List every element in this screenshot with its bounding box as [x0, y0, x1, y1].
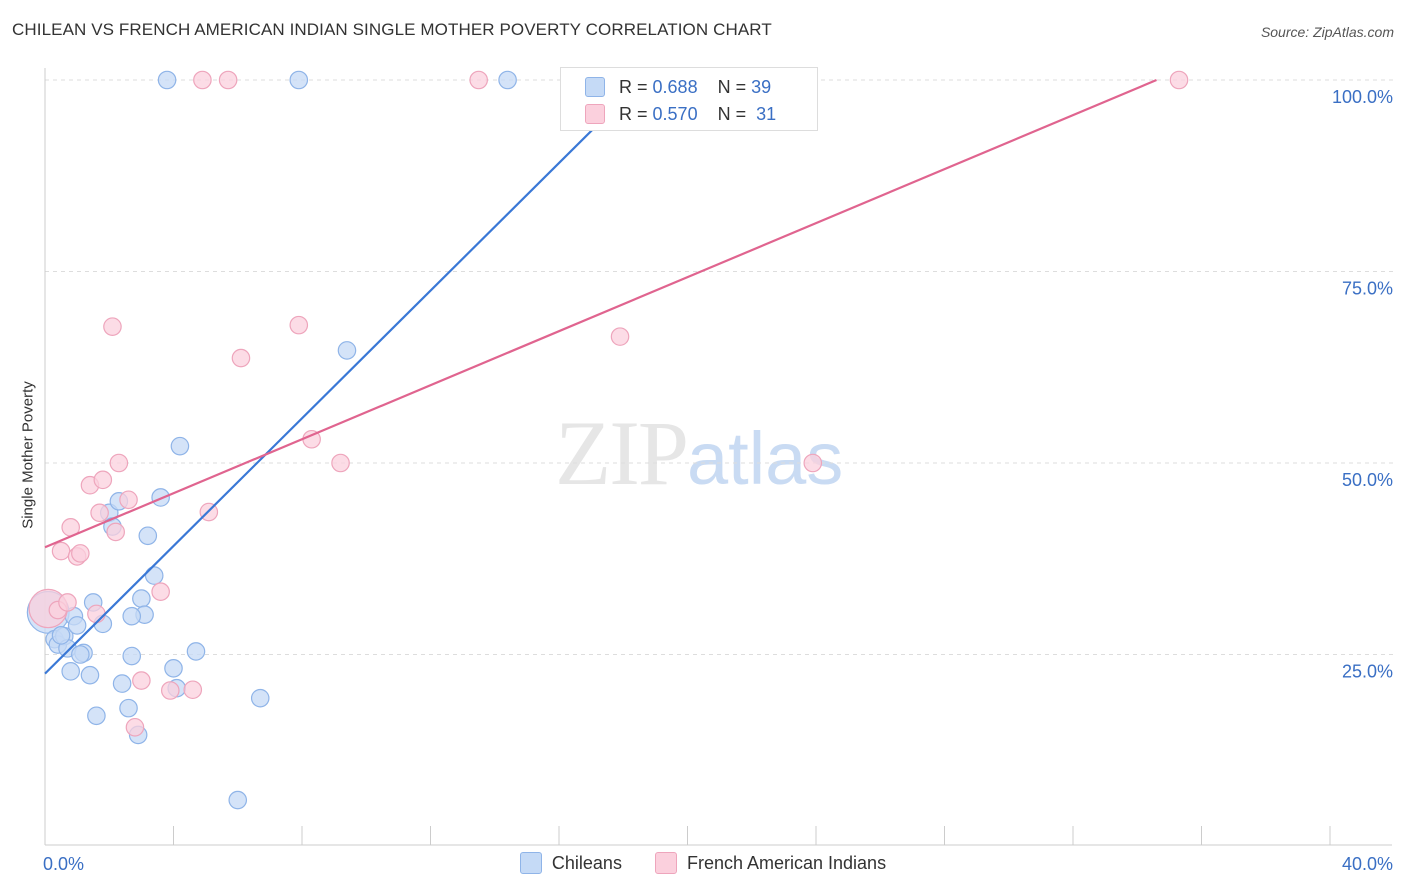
data-point — [289, 70, 309, 90]
data-point — [71, 544, 90, 563]
data-point — [90, 503, 109, 523]
data-point — [93, 470, 113, 490]
data-point — [125, 717, 145, 737]
data-point — [183, 680, 203, 700]
tick-labels: 25.0% 50.0% 75.0% 100.0% 0.0% 40.0% — [43, 87, 1393, 874]
data-point — [51, 626, 71, 645]
data-point — [160, 681, 180, 700]
data-points — [26, 70, 1189, 810]
data-point — [67, 616, 87, 635]
data-point — [132, 671, 151, 690]
x-tick-label: 40.0% — [1342, 854, 1393, 874]
grid-lines — [45, 79, 1395, 655]
data-point — [112, 674, 132, 693]
legend-item-french-american-indians[interactable]: French American Indians — [654, 852, 887, 874]
data-point — [337, 341, 357, 360]
axes — [44, 68, 1392, 846]
legend-swatch — [654, 852, 677, 874]
legend-row-french-american-indians: R = 0.570 N = 31 — [585, 101, 777, 127]
legend-label: Chileans — [551, 852, 622, 873]
data-point — [164, 658, 183, 678]
data-point — [289, 315, 309, 335]
legend-item-chileans[interactable]: Chileans — [519, 852, 622, 874]
data-point — [803, 453, 823, 473]
x-tick-label: 0.0% — [43, 854, 84, 874]
data-point — [1169, 70, 1189, 90]
r-label: R = — [619, 103, 648, 124]
r-label: R = — [619, 76, 648, 97]
data-point — [80, 665, 100, 685]
data-point — [144, 566, 164, 585]
data-point — [469, 70, 488, 90]
y-tick-label: 100.0% — [1332, 87, 1393, 107]
data-point — [610, 327, 630, 346]
r-value: 0.688 — [652, 76, 698, 97]
data-point — [71, 645, 90, 664]
data-point — [103, 317, 122, 336]
data-point — [87, 706, 106, 726]
legend-swatch-chileans — [585, 77, 605, 97]
data-point — [109, 453, 129, 473]
legend-swatch-french-american-indians — [585, 104, 605, 124]
chart-title: CHILEAN VS FRENCH AMERICAN INDIAN SINGLE… — [12, 20, 772, 39]
watermark-zip: ZIP — [555, 402, 689, 504]
trend-line — [44, 79, 644, 675]
data-point — [87, 604, 106, 624]
chart-source: Source: ZipAtlas.com — [1260, 24, 1394, 40]
y-tick-label: 25.0% — [1342, 662, 1393, 682]
data-point — [119, 490, 138, 510]
n-label: N = — [717, 103, 747, 124]
series-legend: Chileans French American Indians — [0, 852, 1406, 879]
r-value: 0.570 — [652, 103, 698, 124]
legend-row-chileans: R = 0.688 N = 39 — [585, 74, 772, 100]
data-point — [122, 646, 142, 666]
data-point — [58, 593, 77, 612]
data-point — [231, 348, 251, 368]
data-point — [170, 436, 190, 456]
n-label: N = — [717, 76, 747, 97]
data-point — [122, 606, 142, 626]
data-point — [193, 70, 212, 90]
legend-swatch — [519, 852, 542, 874]
legend-label: French American Indians — [686, 852, 887, 873]
data-point — [157, 70, 177, 90]
data-point — [51, 541, 71, 561]
data-point — [186, 642, 206, 661]
data-point — [250, 688, 270, 708]
data-point — [119, 698, 138, 718]
data-point — [498, 70, 517, 90]
trend-line — [44, 78, 1157, 549]
n-value: 39 — [751, 76, 772, 97]
data-point — [106, 522, 125, 542]
data-point — [228, 790, 248, 810]
data-point — [132, 589, 151, 608]
n-value: 31 — [756, 103, 777, 124]
data-point — [151, 582, 170, 601]
y-axis-label: Single Mother Poverty — [19, 381, 37, 529]
data-point — [138, 526, 158, 546]
correlation-legend: R = 0.688 N = 39 R = 0.570 N = 31 — [560, 67, 818, 131]
y-tick-label: 75.0% — [1342, 279, 1393, 299]
trend-lines — [44, 78, 1157, 675]
data-point — [218, 70, 238, 90]
data-point — [331, 453, 350, 473]
y-tick-label: 50.0% — [1342, 470, 1393, 490]
data-point — [61, 662, 80, 681]
